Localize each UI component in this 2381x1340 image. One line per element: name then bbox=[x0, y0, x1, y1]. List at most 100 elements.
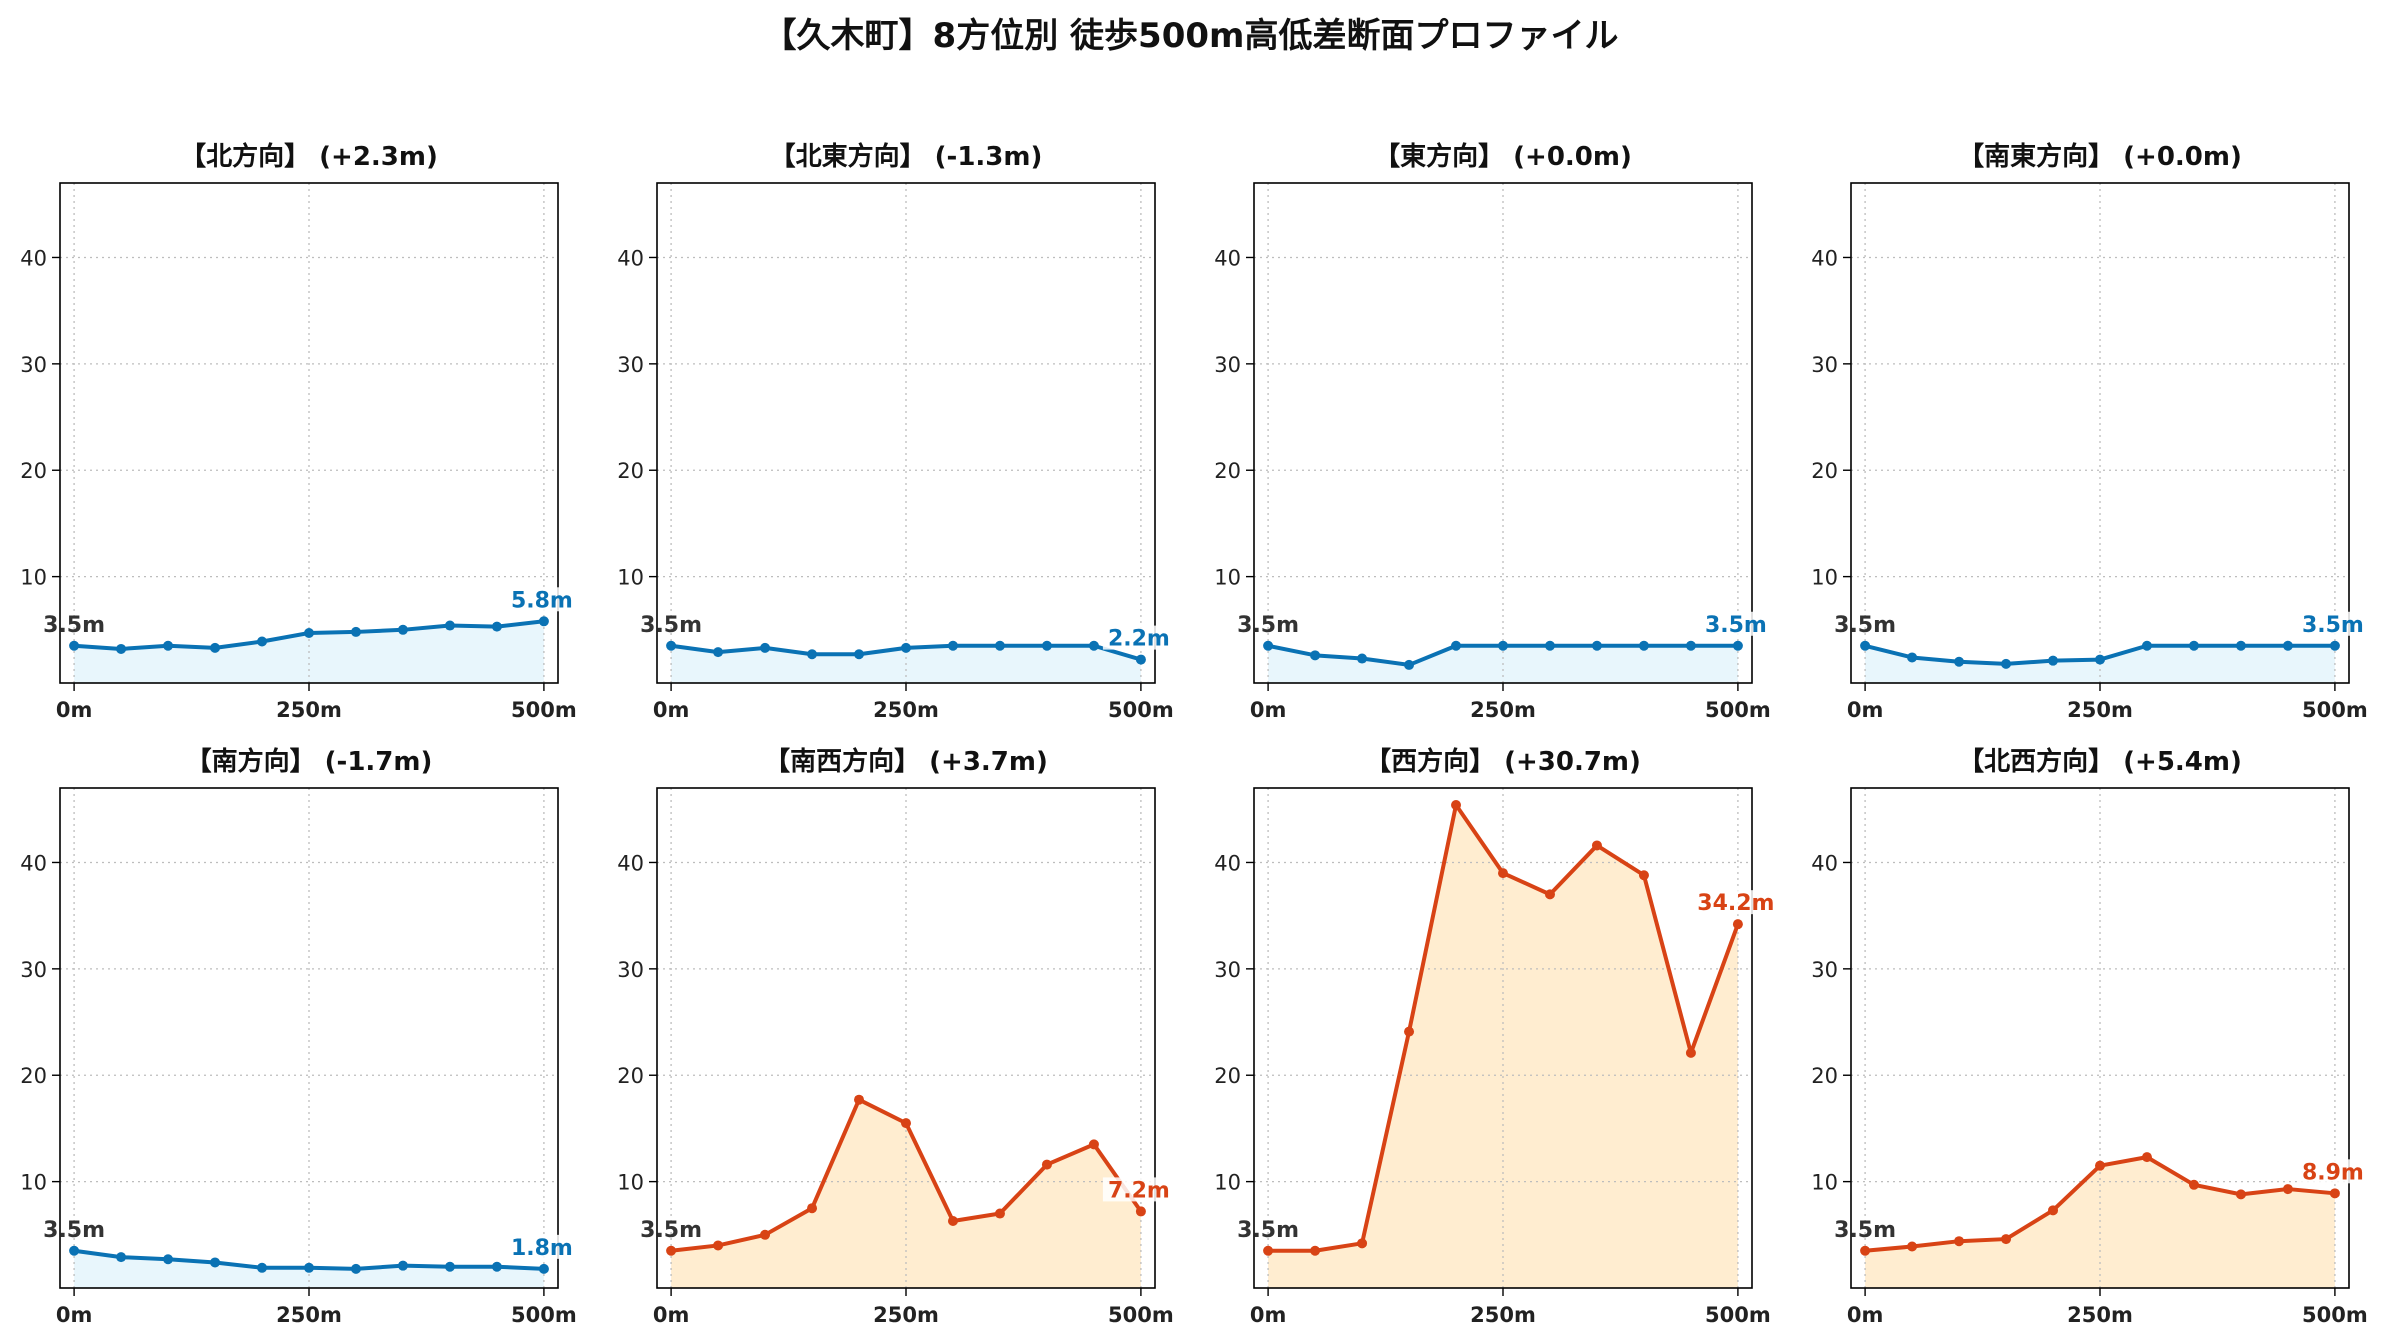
data-point bbox=[713, 1240, 724, 1251]
data-point bbox=[350, 1263, 361, 1274]
data-point bbox=[2048, 1205, 2059, 1216]
end-label-background bbox=[1102, 625, 1175, 650]
profile-chart-8: 【北西方向】 (+5.4m) 10 20 30 40 0m 250m 500m 3.5m 8.9m bbox=[1811, 746, 2369, 1327]
chart-title: 【西方向】 (+30.7m) bbox=[1365, 746, 1641, 777]
profile-chart-7: 【西方向】 (+30.7m) 10 20 30 40 0m 250m 500m 3.5m 34.2… bbox=[1214, 746, 1774, 1327]
profile-chart-4: 【南東方向】 (+0.0m) 10 20 30 40 0m 250m 500m 3.5m 3.5m bbox=[1811, 141, 2369, 722]
axes-frame bbox=[1850, 182, 2350, 684]
chart-title: 【北東方向】 (-1.3m) bbox=[770, 141, 1043, 172]
y-tick-label: 40 bbox=[20, 246, 47, 270]
data-point bbox=[257, 1262, 268, 1273]
data-point bbox=[1263, 640, 1274, 651]
y-tick-label: 10 bbox=[617, 1171, 644, 1195]
axes-frame bbox=[59, 787, 559, 1289]
y-tick-label: 30 bbox=[1811, 958, 1838, 982]
y-tick-label: 20 bbox=[617, 1064, 644, 1088]
x-tick-label: 250m bbox=[276, 698, 342, 722]
x-tick-label: 250m bbox=[276, 1303, 342, 1327]
data-point bbox=[2141, 640, 2152, 651]
y-tick-label: 20 bbox=[1214, 1064, 1241, 1088]
data-point bbox=[947, 1215, 958, 1226]
y-tick-label: 40 bbox=[617, 851, 644, 875]
y-tick-label: 40 bbox=[1214, 246, 1241, 270]
data-point bbox=[2141, 1152, 2152, 1163]
start-elevation-label: 3.5m bbox=[43, 1218, 105, 1243]
start-elevation-label: 3.5m bbox=[43, 613, 105, 638]
data-point bbox=[1685, 640, 1696, 651]
data-point bbox=[163, 1254, 174, 1265]
y-tick-label: 10 bbox=[20, 1171, 47, 1195]
end-elevation-label: 34.2m bbox=[1697, 891, 1774, 916]
y-tick-label: 20 bbox=[617, 459, 644, 483]
data-point bbox=[947, 640, 958, 651]
y-tick-label: 30 bbox=[1811, 353, 1838, 377]
data-point bbox=[1732, 919, 1743, 930]
data-point bbox=[1591, 640, 1602, 651]
data-point bbox=[2095, 1160, 2105, 1171]
data-point bbox=[1451, 640, 1462, 651]
data-point bbox=[1135, 1206, 1146, 1217]
y-tick-label: 10 bbox=[1811, 1171, 1838, 1195]
data-point bbox=[1088, 640, 1099, 651]
end-label-background bbox=[1102, 1177, 1175, 1202]
end-label-background bbox=[505, 1234, 578, 1259]
data-point bbox=[1907, 652, 1918, 663]
data-point bbox=[1357, 1238, 1368, 1249]
x-tick-label: 0m bbox=[1847, 1303, 1884, 1327]
data-point bbox=[854, 649, 865, 660]
y-tick-label: 20 bbox=[20, 459, 47, 483]
data-point bbox=[304, 628, 314, 638]
x-tick-label: 500m bbox=[1705, 1303, 1771, 1327]
data-point bbox=[1310, 1245, 1321, 1256]
data-point bbox=[1041, 1159, 1052, 1170]
x-tick-label: 500m bbox=[1108, 1303, 1174, 1327]
y-tick-label: 10 bbox=[617, 566, 644, 590]
data-point bbox=[1451, 800, 1462, 811]
data-point bbox=[1732, 640, 1743, 651]
y-tick-label: 40 bbox=[1811, 851, 1838, 875]
y-tick-label: 40 bbox=[1811, 246, 1838, 270]
data-point bbox=[1041, 640, 1052, 651]
data-point bbox=[397, 624, 408, 635]
data-point bbox=[444, 620, 455, 631]
data-point bbox=[1907, 1241, 1918, 1252]
end-elevation-label: 7.2m bbox=[1108, 1178, 1170, 1203]
profile-chart-6: 【南西方向】 (+3.7m) 10 20 30 40 0m 250m 500m 3.5m 7.2m bbox=[617, 746, 1175, 1327]
end-label-background bbox=[505, 587, 578, 612]
data-point bbox=[854, 1094, 865, 1105]
x-tick-label: 500m bbox=[2302, 698, 2368, 722]
data-point bbox=[2235, 1189, 2246, 1200]
y-tick-label: 10 bbox=[1214, 566, 1241, 590]
x-tick-label: 0m bbox=[1250, 698, 1287, 722]
data-point bbox=[994, 1208, 1005, 1219]
y-tick-label: 20 bbox=[1214, 459, 1241, 483]
x-tick-label: 500m bbox=[1108, 698, 1174, 722]
y-tick-label: 40 bbox=[617, 246, 644, 270]
data-point bbox=[210, 642, 221, 653]
x-tick-label: 0m bbox=[1250, 1303, 1287, 1327]
data-point bbox=[2095, 654, 2105, 665]
data-point bbox=[1404, 1026, 1415, 1037]
data-point bbox=[2282, 1184, 2293, 1195]
axes-frame bbox=[1253, 182, 1753, 684]
x-tick-label: 250m bbox=[873, 1303, 939, 1327]
profile-chart-5: 【南方向】 (-1.7m) 10 20 30 40 0m 250m 500m 3.5m 1.8m bbox=[20, 746, 578, 1327]
data-point bbox=[2329, 1188, 2340, 1199]
chart-title: 【北方向】 (+2.3m) bbox=[180, 141, 438, 172]
y-tick-label: 10 bbox=[1214, 1171, 1241, 1195]
start-elevation-label: 3.5m bbox=[1834, 1218, 1896, 1243]
data-point bbox=[350, 626, 361, 637]
data-point bbox=[1954, 656, 1965, 667]
y-tick-label: 30 bbox=[1214, 958, 1241, 982]
data-point bbox=[116, 1252, 127, 1263]
x-tick-label: 250m bbox=[2067, 1303, 2133, 1327]
data-point bbox=[666, 1245, 677, 1256]
data-point bbox=[1357, 653, 1368, 664]
end-elevation-label: 1.8m bbox=[511, 1236, 573, 1261]
chart-title: 【南方向】 (-1.7m) bbox=[186, 746, 433, 777]
y-tick-label: 20 bbox=[1811, 459, 1838, 483]
y-tick-label: 40 bbox=[1214, 851, 1241, 875]
chart-title: 【南西方向】 (+3.7m) bbox=[764, 746, 1048, 777]
y-tick-label: 30 bbox=[617, 353, 644, 377]
end-label-background bbox=[1699, 611, 1772, 636]
